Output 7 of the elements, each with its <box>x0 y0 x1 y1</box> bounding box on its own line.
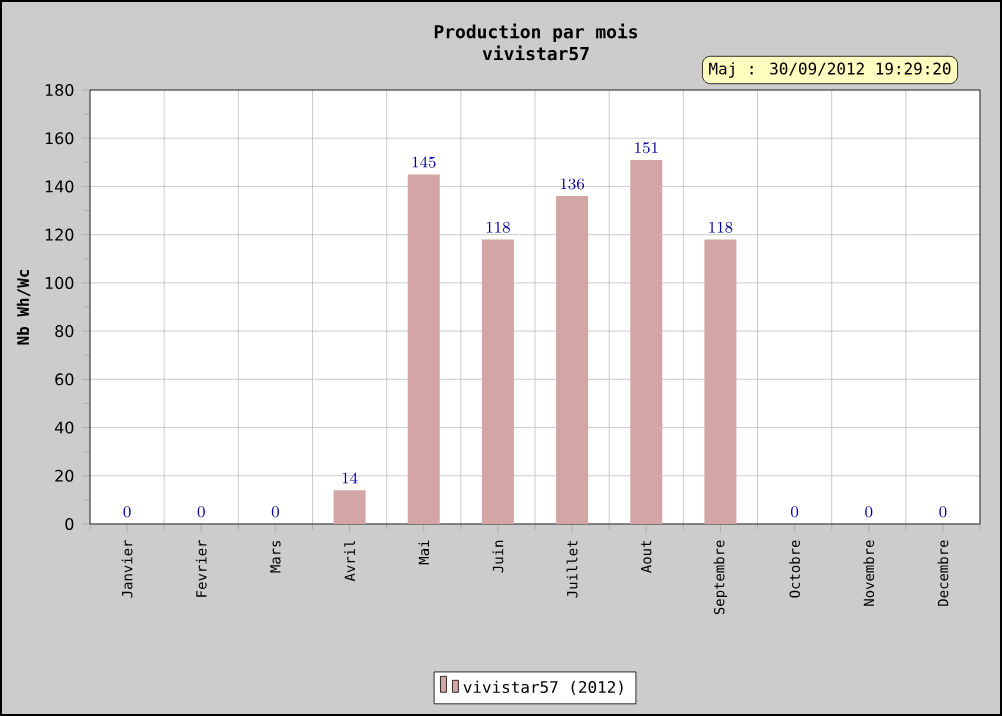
bar <box>556 196 589 524</box>
bar <box>704 239 737 524</box>
chart-title: Production par mois vivistar57 <box>434 23 638 61</box>
bar <box>481 239 514 524</box>
bar <box>407 174 440 524</box>
bar <box>333 490 366 524</box>
bar <box>630 159 663 524</box>
